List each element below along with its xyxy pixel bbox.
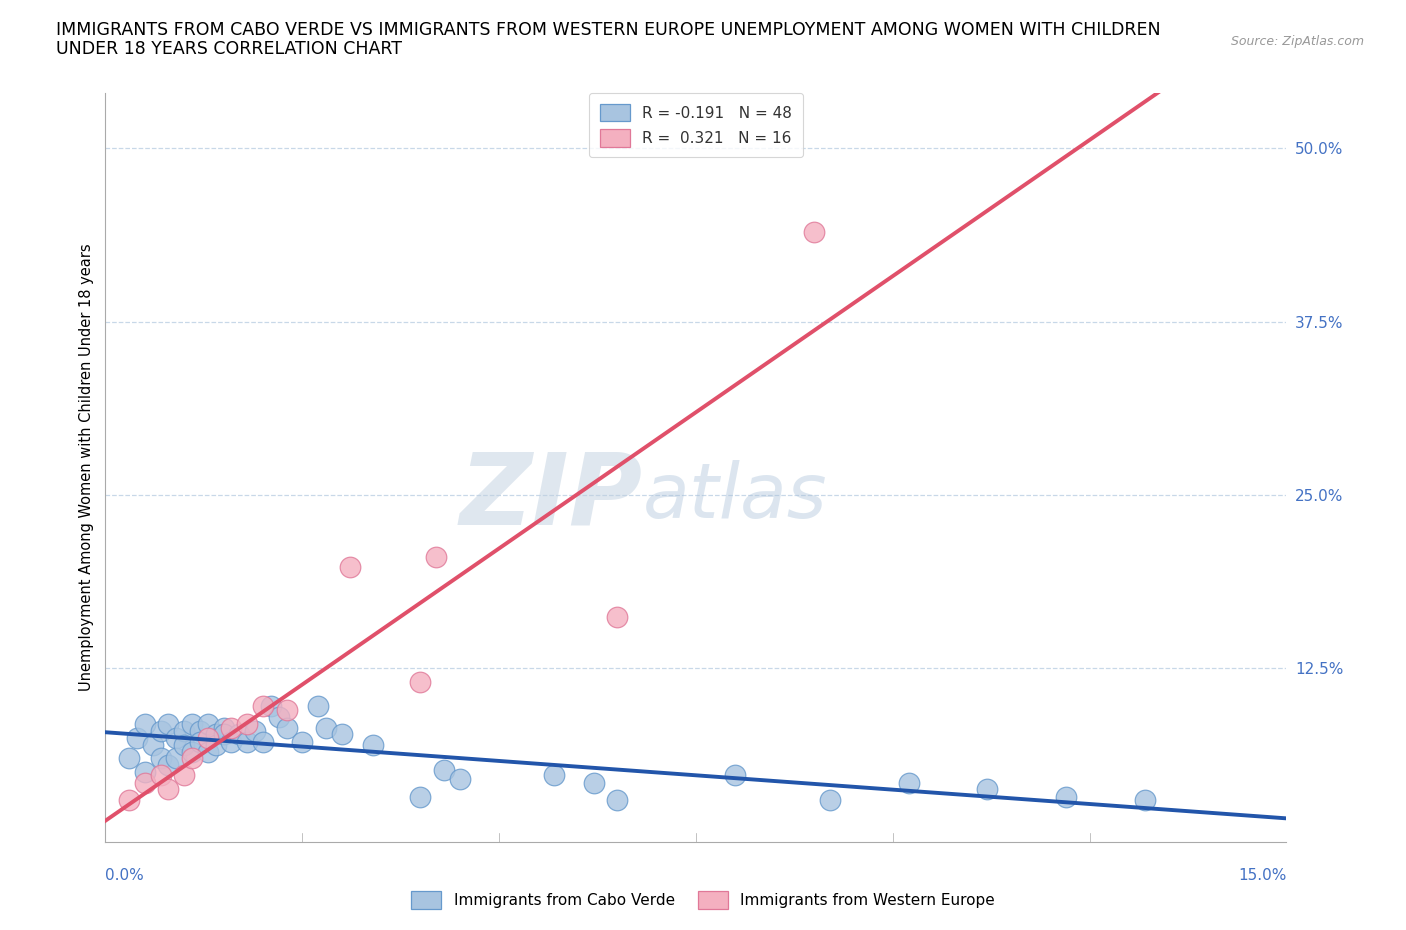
Point — [1133, 792, 1156, 807]
Point — [425, 550, 447, 565]
Point — [221, 735, 243, 750]
Point — [236, 716, 259, 731]
Point — [173, 767, 195, 782]
Text: atlas: atlas — [643, 460, 827, 534]
Point — [204, 737, 226, 752]
Point — [228, 726, 250, 741]
Point — [409, 790, 432, 804]
Point — [276, 702, 298, 717]
Point — [197, 716, 219, 731]
Point — [260, 698, 283, 713]
Point — [276, 721, 298, 736]
Point — [307, 698, 329, 713]
Point — [118, 792, 141, 807]
Point — [543, 767, 565, 782]
Point — [252, 698, 274, 713]
Point — [125, 730, 148, 745]
Point — [339, 560, 361, 575]
Point — [606, 610, 628, 625]
Text: ZIP: ZIP — [460, 449, 643, 546]
Point — [212, 726, 235, 741]
Point — [134, 764, 156, 779]
Point — [204, 726, 226, 741]
Point — [142, 737, 165, 752]
Point — [157, 758, 180, 773]
Y-axis label: Unemployment Among Women with Children Under 18 years: Unemployment Among Women with Children U… — [79, 244, 94, 691]
Point — [134, 776, 156, 790]
Legend: Immigrants from Cabo Verde, Immigrants from Western Europe: Immigrants from Cabo Verde, Immigrants f… — [405, 885, 1001, 915]
Text: 15.0%: 15.0% — [1239, 869, 1286, 883]
Point — [252, 735, 274, 750]
Point — [173, 737, 195, 752]
Legend: R = -0.191   N = 48, R =  0.321   N = 16: R = -0.191 N = 48, R = 0.321 N = 16 — [589, 93, 803, 157]
Point — [212, 721, 235, 736]
Point — [181, 751, 204, 766]
Point — [330, 726, 353, 741]
Point — [221, 721, 243, 736]
Text: 0.0%: 0.0% — [105, 869, 145, 883]
Text: UNDER 18 YEARS CORRELATION CHART: UNDER 18 YEARS CORRELATION CHART — [56, 40, 402, 58]
Point — [409, 675, 432, 690]
Point — [118, 751, 141, 766]
Point — [149, 724, 172, 738]
Point — [267, 710, 290, 724]
Point — [803, 224, 825, 239]
Point — [197, 730, 219, 745]
Point — [236, 735, 259, 750]
Point — [165, 730, 187, 745]
Point — [188, 735, 211, 750]
Point — [149, 751, 172, 766]
Point — [134, 716, 156, 731]
Point — [449, 772, 471, 787]
Text: IMMIGRANTS FROM CABO VERDE VS IMMIGRANTS FROM WESTERN EUROPE UNEMPLOYMENT AMONG : IMMIGRANTS FROM CABO VERDE VS IMMIGRANTS… — [56, 21, 1161, 39]
Point — [724, 767, 747, 782]
Point — [361, 737, 384, 752]
Point — [976, 781, 998, 796]
Point — [181, 716, 204, 731]
Point — [291, 735, 314, 750]
Point — [818, 792, 841, 807]
Point — [582, 776, 605, 790]
Point — [188, 724, 211, 738]
Point — [606, 792, 628, 807]
Point — [173, 724, 195, 738]
Point — [197, 744, 219, 759]
Point — [157, 781, 180, 796]
Point — [433, 762, 456, 777]
Point — [243, 724, 266, 738]
Point — [315, 721, 337, 736]
Text: Source: ZipAtlas.com: Source: ZipAtlas.com — [1230, 35, 1364, 48]
Point — [149, 767, 172, 782]
Point — [157, 716, 180, 731]
Point — [181, 744, 204, 759]
Point — [897, 776, 920, 790]
Point — [165, 751, 187, 766]
Point — [1054, 790, 1077, 804]
